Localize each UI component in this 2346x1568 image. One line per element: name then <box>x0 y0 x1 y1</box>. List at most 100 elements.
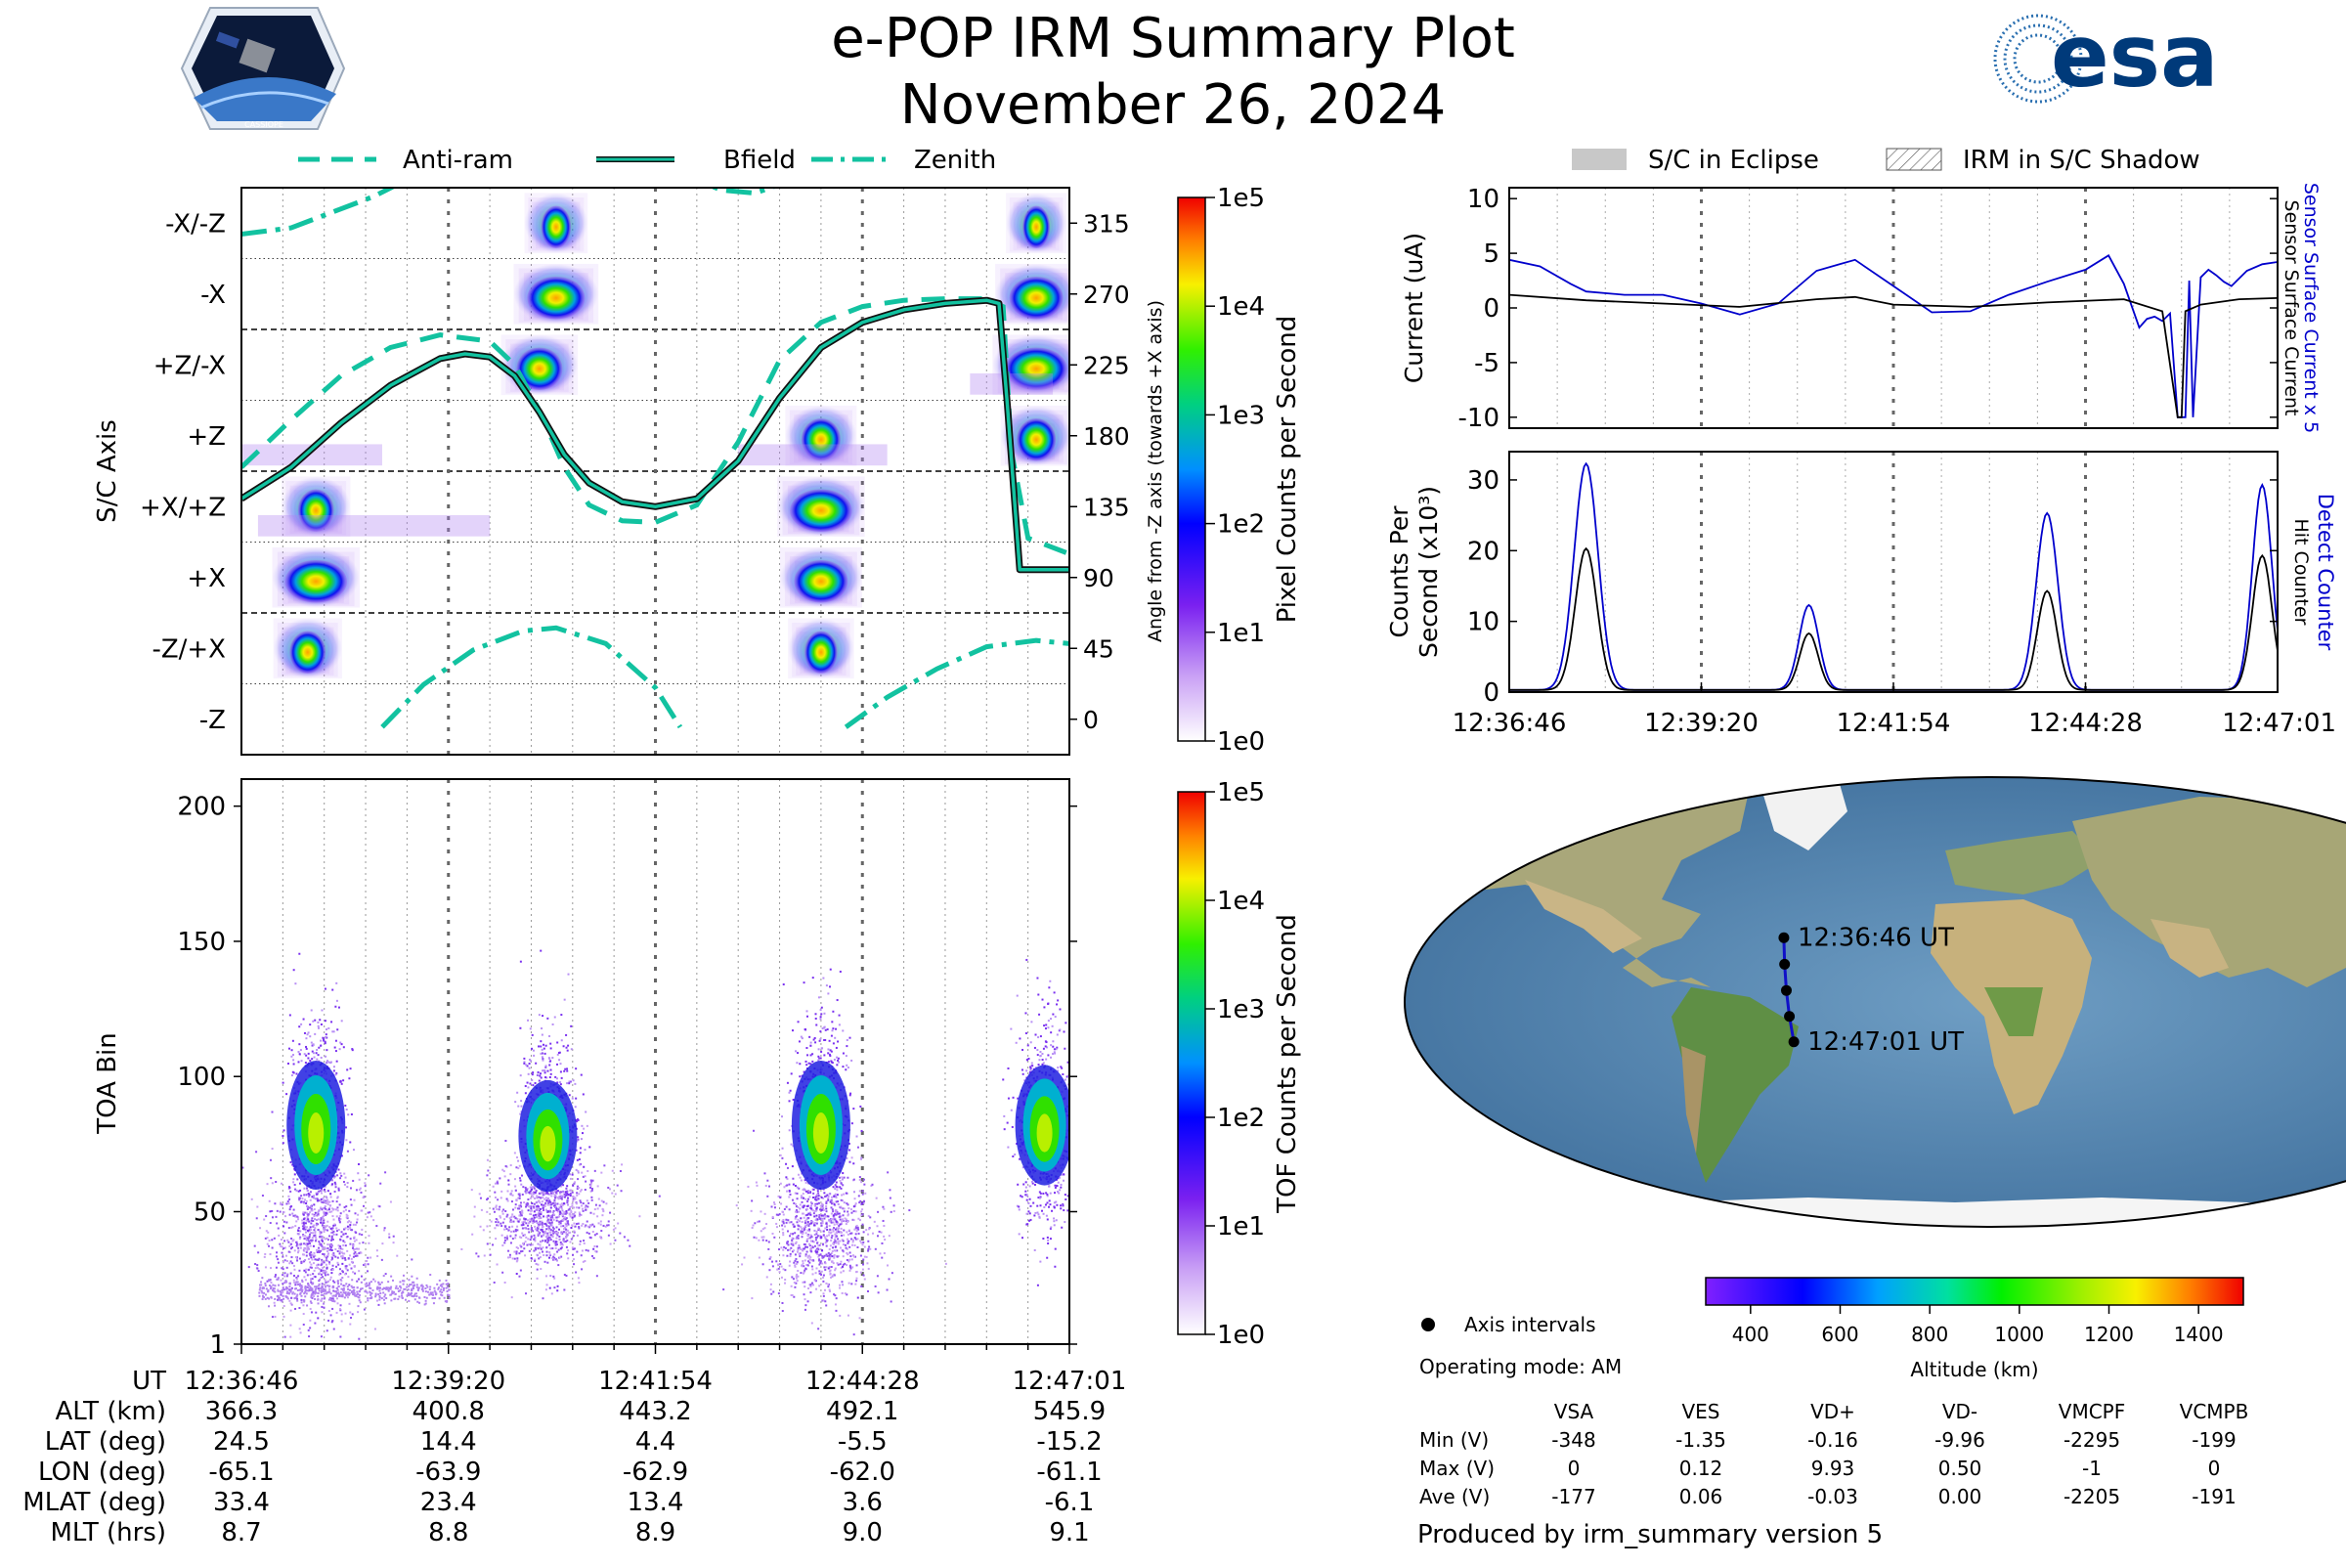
voltage-cell: -348 <box>1551 1428 1595 1452</box>
cassiope-logo-text: CASSIOPE <box>244 120 283 129</box>
voltage-cell: -0.03 <box>1807 1485 1858 1508</box>
colorbar-tick-label: 1e0 <box>1217 1321 1265 1350</box>
orbit-end-label: 12:47:01 UT <box>1807 1027 1964 1057</box>
current-right-label-blue: Sensor Surface Current x 5 <box>2300 183 2322 433</box>
counts-xtick-label: 12:41:54 <box>1837 709 1951 738</box>
orbit-track-point <box>1789 1036 1800 1047</box>
colorbar-tick-label: 1e2 <box>1217 1104 1265 1133</box>
time-table-row-label: MLAT (deg) <box>22 1488 166 1517</box>
angle-tick-label: 225 <box>1083 351 1130 379</box>
plot-date: November 26, 2024 <box>900 73 1447 137</box>
toa-ylabel: TOA Bin <box>93 1032 122 1134</box>
orbit-start-label: 12:36:46 UT <box>1798 923 1954 952</box>
voltage-row-label: Max (V) <box>1419 1457 1495 1480</box>
pixel-count-blob <box>272 547 360 608</box>
time-table-cell: 8.8 <box>428 1518 468 1547</box>
pixel-count-blob <box>788 618 854 678</box>
angle-tick-label: 45 <box>1083 634 1114 663</box>
legend-zenith-label: Zenith <box>914 146 996 175</box>
time-table-cell: 12:44:28 <box>805 1367 920 1396</box>
tof-colorbar-label: TOF Counts per Second <box>1273 914 1302 1214</box>
voltage-cell: -1.35 <box>1675 1428 1726 1452</box>
orbit-track-point <box>1778 933 1789 943</box>
axis-category-label: +Z <box>187 422 226 452</box>
time-table-cell: 443.2 <box>619 1397 691 1426</box>
pixel-count-blob <box>1006 193 1066 253</box>
current-ytick-label: 0 <box>1483 294 1499 324</box>
altitude-tick-label: 400 <box>1732 1323 1769 1346</box>
voltage-cell: 0 <box>1568 1457 1581 1480</box>
time-table-cell: 400.8 <box>413 1397 485 1426</box>
current-ytick-label: 10 <box>1467 185 1499 214</box>
altitude-tick-label: 1200 <box>2084 1323 2134 1346</box>
colorbar-tick-label: 1e1 <box>1217 619 1265 648</box>
time-table-row-label: LAT (deg) <box>45 1427 166 1457</box>
altitude-tick-label: 800 <box>1911 1323 1948 1346</box>
time-table-cell: -5.5 <box>838 1427 888 1457</box>
axis-category-label: +X/+Z <box>140 493 226 522</box>
voltage-header: VSA <box>1554 1400 1594 1423</box>
counts-ytick-label: 10 <box>1467 608 1499 637</box>
time-table-cell: 14.4 <box>420 1427 477 1457</box>
time-table-row-label: MLT (hrs) <box>51 1518 167 1547</box>
altitude-tick-label: 1400 <box>2174 1323 2224 1346</box>
pixel-count-blob <box>780 547 862 608</box>
altitude-colorbar-label: Altitude (km) <box>1910 1358 2038 1381</box>
colorbar-tick-label: 1e5 <box>1217 184 1265 213</box>
time-table-cell: 366.3 <box>205 1397 278 1426</box>
angle-tick-label: 90 <box>1083 564 1114 592</box>
counts-xtick-label: 12:39:20 <box>1644 709 1759 738</box>
time-table-cell: 13.4 <box>628 1488 684 1517</box>
current-ylabel: Current (uA) <box>1400 233 1428 383</box>
time-table-cell: -15.2 <box>1036 1427 1102 1457</box>
axis-intervals-marker <box>1421 1318 1435 1331</box>
time-table-cell: -62.0 <box>830 1458 895 1487</box>
current-ytick-label: -5 <box>1474 349 1499 378</box>
angle-tick-label: 270 <box>1083 281 1130 309</box>
legend-shadow-label: IRM in S/C Shadow <box>1963 146 2200 175</box>
pixel-colorbar-label: Pixel Counts per Second <box>1273 316 1302 624</box>
time-table-cell: -63.9 <box>415 1458 481 1487</box>
time-table-cell: 33.4 <box>213 1488 270 1517</box>
voltage-cell: 0.00 <box>1938 1485 1982 1508</box>
time-table-cell: 12:41:54 <box>598 1367 713 1396</box>
colorbar-tick-label: 1e4 <box>1217 292 1265 322</box>
time-table-cell: 8.9 <box>635 1518 675 1547</box>
colorbar-tick-label: 1e3 <box>1217 401 1265 430</box>
time-table-cell: 24.5 <box>213 1427 270 1457</box>
voltage-cell: -1 <box>2082 1457 2102 1480</box>
colorbar-tick-label: 1e4 <box>1217 887 1265 916</box>
time-table-cell: 12:36:46 <box>185 1367 299 1396</box>
axis-category-label: -Z/+X <box>152 634 226 664</box>
current-ytick-label: 5 <box>1483 240 1499 269</box>
counts-ytick-label: 0 <box>1483 678 1499 708</box>
counts-ytick-label: 30 <box>1467 466 1499 496</box>
voltage-header: VMCPF <box>2059 1400 2125 1423</box>
counts-ylabel-line1: Counts Per <box>1385 505 1413 638</box>
pixel-count-streak <box>258 515 490 537</box>
voltage-row-label: Ave (V) <box>1419 1485 1490 1508</box>
pixel-count-streak <box>738 444 887 465</box>
legend-left: Anti-ram Bfield Zenith <box>298 146 996 175</box>
pixel-count-blob <box>524 193 587 253</box>
legend-anti-ram-label: Anti-ram <box>403 146 513 175</box>
voltage-header: VES <box>1681 1400 1719 1423</box>
axis-intervals-label: Axis intervals <box>1464 1313 1596 1336</box>
toa-ytick-label: 150 <box>177 928 226 957</box>
time-table-cell: 12:47:01 <box>1013 1367 1127 1396</box>
altitude-tick-label: 600 <box>1821 1323 1858 1346</box>
counts-ylabel-line2: Second (x10³) <box>1414 486 1443 658</box>
pixel-count-streak <box>970 373 1053 395</box>
counts-ytick-label: 20 <box>1467 537 1499 566</box>
voltage-cell: -177 <box>1551 1485 1595 1508</box>
voltage-cell: 0.12 <box>1679 1457 1723 1480</box>
counts-right-label-blue: Detect Counter <box>2314 494 2337 651</box>
voltage-cell: -9.96 <box>1934 1428 1985 1452</box>
time-table-cell: 23.4 <box>420 1488 477 1517</box>
legend-eclipse-swatch <box>1572 149 1627 170</box>
